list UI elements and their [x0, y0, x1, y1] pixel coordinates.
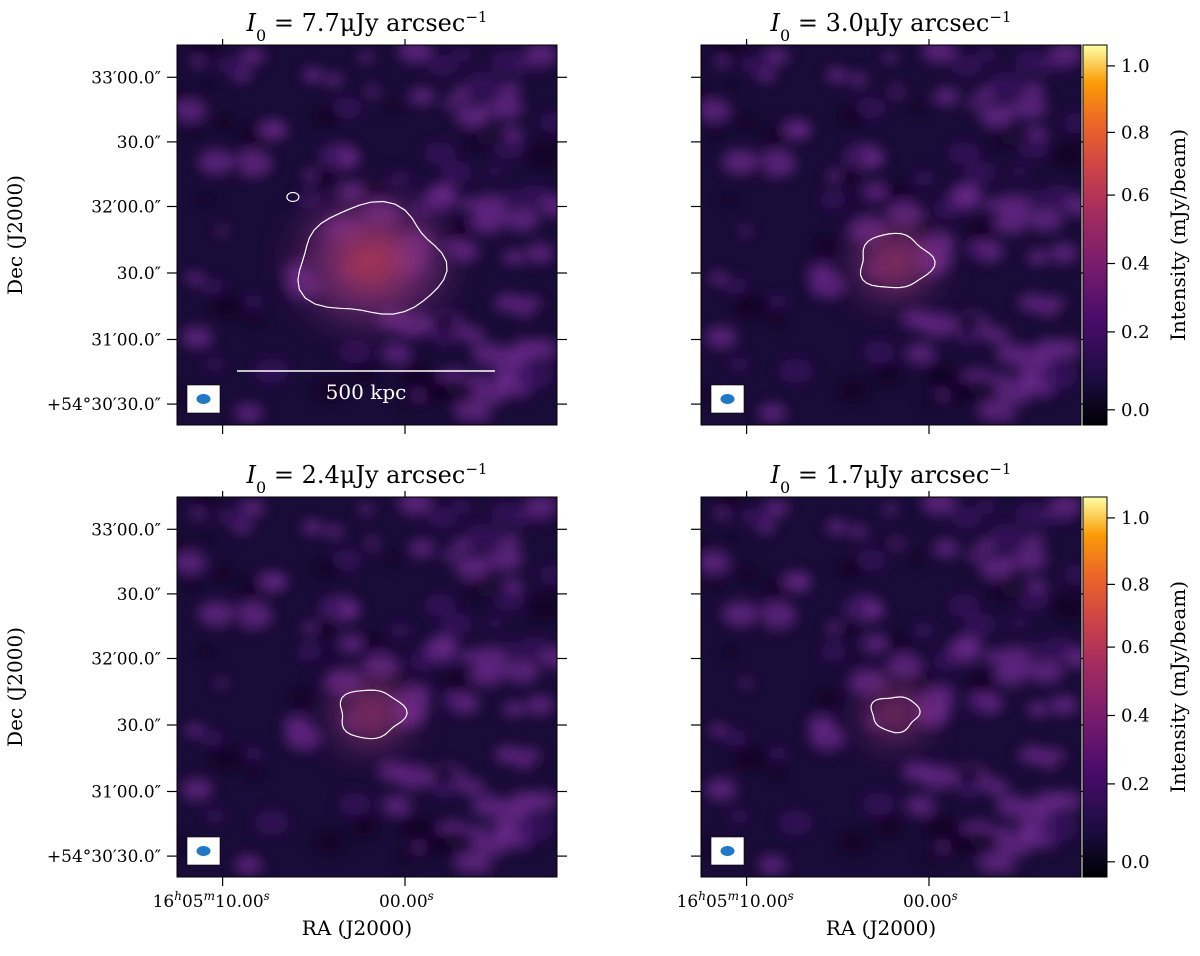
panel-title: I0 = 1.7μJy arcsec−1	[770, 460, 1012, 497]
x-tick-label: 00.00s	[379, 889, 434, 912]
beam-ellipse	[720, 846, 735, 856]
y-tick-label: 30.0″	[117, 264, 161, 284]
beam-ellipse	[196, 846, 211, 856]
contour-line	[286, 191, 300, 203]
panel-3: 33′00.0″ 30.0″ 32′00.0″ 30.0″ 31′00.0″ +54°30…	[3, 460, 567, 940]
panel-4: 16h05m10.00s 00.00s I0 = 1.7μJy arcsec−1 RA…	[677, 460, 1091, 940]
colorbar-tick-label: 0.8	[1121, 122, 1150, 143]
colorbar-tick-label: 0.8	[1121, 574, 1150, 595]
intensity-map	[177, 45, 557, 425]
colorbar-gradient	[1082, 44, 1108, 426]
colorbar-gradient	[1082, 496, 1108, 878]
x-tick-label: 00.00s	[903, 889, 958, 912]
colorbar-label: Intensity (mJy/beam)	[1166, 581, 1190, 793]
panel-frame	[700, 44, 1082, 426]
intensity-map	[701, 45, 1081, 425]
intensity-map	[177, 497, 557, 877]
contour-line	[297, 200, 448, 315]
contour-line	[859, 232, 936, 289]
x-tick-label: 16h05m10.00s	[153, 889, 270, 912]
scale-bar-label: 500 kpc	[326, 380, 407, 404]
x-axis-label: RA (J2000)	[826, 916, 936, 940]
panel-1: 500 kpc 33′00.0″ 30.0″ 32′00.0″ 30.0″ 31′00.0…	[3, 8, 567, 434]
colorbar-tick-label: 0.0	[1121, 400, 1150, 421]
colorbar-1: 0.0 0.2 0.4 0.6 0.8 1.0 Intensity (mJy/beam)	[1082, 44, 1190, 426]
y-tick-label: 31′00.0″	[91, 783, 161, 803]
y-axis-label: Dec (J2000)	[3, 175, 27, 295]
y-tick-label: 32′00.0″	[91, 650, 161, 670]
colorbar-2: 0.0 0.2 0.4 0.6 0.8 1.0 Intensity (mJy/beam)	[1082, 496, 1190, 878]
panel-title: I0 = 2.4μJy arcsec−1	[246, 460, 488, 497]
panels: 500 kpc 33′00.0″ 30.0″ 32′00.0″ 30.0″ 31′00.0…	[3, 8, 1091, 940]
panel-2: I0 = 3.0μJy arcsec−1	[691, 8, 1091, 434]
y-tick-label: 31′00.0″	[91, 331, 161, 351]
y-tick-label: 32′00.0″	[91, 198, 161, 218]
y-tick-label: 30.0″	[117, 716, 161, 736]
x-axis-label: RA (J2000)	[302, 916, 412, 940]
y-tick-label: +54°30′30.0″	[47, 847, 161, 867]
colorbar-label: Intensity (mJy/beam)	[1166, 129, 1190, 341]
colorbar-tick-label: 1.0	[1121, 508, 1150, 529]
panel-title: I0 = 7.7μJy arcsec−1	[246, 8, 488, 45]
y-axis-label: Dec (J2000)	[3, 627, 27, 747]
contour-line	[339, 689, 408, 740]
y-tick-label: 30.0″	[117, 585, 161, 605]
colorbar-tick-label: 0.4	[1121, 706, 1150, 727]
intensity-map	[701, 497, 1081, 877]
colorbar-tick-label: 1.0	[1121, 56, 1150, 77]
colorbar-tick-label: 0.2	[1121, 774, 1150, 795]
colorbar-tick-label: 0.6	[1121, 637, 1150, 658]
colorbar-tick-label: 0.0	[1121, 852, 1150, 873]
y-tick-label: 30.0″	[117, 133, 161, 153]
panel-frame	[700, 496, 1082, 878]
y-tick-label: 33′00.0″	[91, 68, 161, 88]
panel-title: I0 = 3.0μJy arcsec−1	[770, 8, 1012, 45]
colorbar-tick-label: 0.4	[1121, 254, 1150, 275]
contour-line	[870, 696, 921, 734]
y-tick-label: +54°30′30.0″	[47, 395, 161, 415]
beam-ellipse	[720, 394, 735, 404]
y-tick-label: 33′00.0″	[91, 520, 161, 540]
colorbar-tick-label: 0.6	[1121, 185, 1150, 206]
panel-frame	[176, 44, 558, 426]
panel-frame	[176, 496, 558, 878]
beam-ellipse	[196, 394, 211, 404]
x-tick-label: 16h05m10.00s	[677, 889, 794, 912]
colorbar-tick-label: 0.2	[1121, 322, 1150, 343]
